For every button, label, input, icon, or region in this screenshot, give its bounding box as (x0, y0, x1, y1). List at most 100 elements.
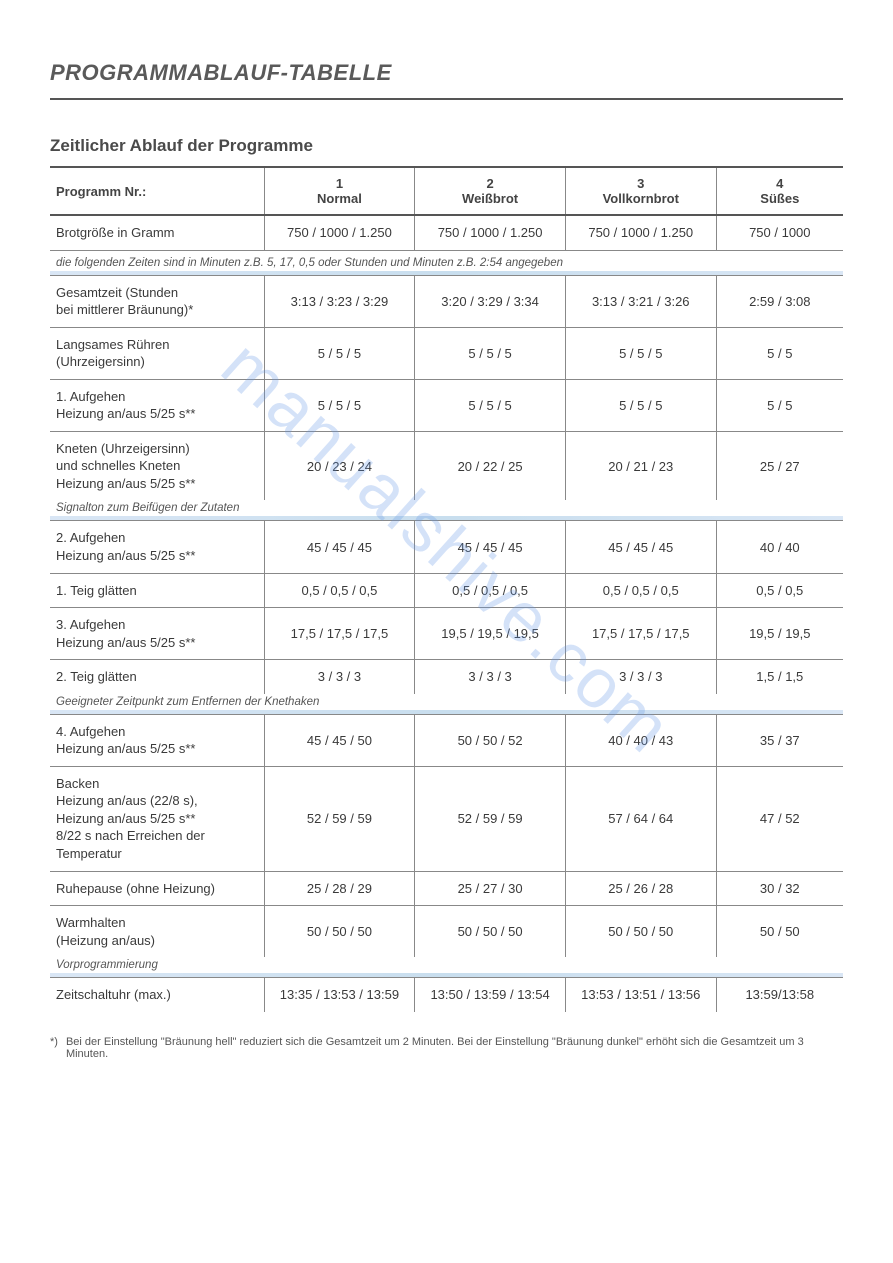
cell-value: 52 / 59 / 59 (415, 766, 566, 871)
cell-value: 30 / 32 (716, 871, 843, 906)
cell-value: 57 / 64 / 64 (565, 766, 716, 871)
blue-divider (50, 973, 843, 977)
cell-value: 13:35 / 13:53 / 13:59 (264, 978, 415, 1012)
program-num: 4 (723, 176, 837, 191)
program-name: Normal (271, 191, 409, 206)
footnote-text: Bei der Einstellung "Bräunung hell" redu… (66, 1036, 843, 1060)
cell-value: 50 / 50 / 50 (565, 906, 716, 958)
cell-value: 25 / 28 / 29 (264, 871, 415, 906)
program-num: 3 (572, 176, 710, 191)
row-label: 4. AufgehenHeizung an/aus 5/25 s** (50, 714, 264, 766)
cell-value: 45 / 45 / 50 (264, 714, 415, 766)
cell-value: 5 / 5 (716, 327, 843, 379)
page-title: PROGRAMMABLAUF-TABELLE (50, 60, 843, 86)
header-rowlabel: Programm Nr.: (50, 167, 264, 215)
cell-value: 5 / 5 / 5 (264, 327, 415, 379)
cell-value: 19,5 / 19,5 (716, 608, 843, 660)
note-row: Signalton zum Beifügen der Zutaten (50, 500, 843, 521)
cell-value: 3:20 / 3:29 / 3:34 (415, 275, 566, 327)
cell-value: 2:59 / 3:08 (716, 275, 843, 327)
cell-value: 0,5 / 0,5 / 0,5 (415, 573, 566, 608)
program-num: 1 (271, 176, 409, 191)
table-row: 4. AufgehenHeizung an/aus 5/25 s**45 / 4… (50, 714, 843, 766)
program-num: 2 (421, 176, 559, 191)
row-label: Brotgröße in Gramm (50, 215, 264, 250)
cell-value: 50 / 50 / 52 (415, 714, 566, 766)
header-col-4: 4 Süßes (716, 167, 843, 215)
row-label: 2. Teig glätten (50, 660, 264, 694)
cell-value: 50 / 50 (716, 906, 843, 958)
cell-value: 25 / 27 (716, 431, 843, 500)
cell-value: 5 / 5 / 5 (415, 327, 566, 379)
cell-value: 13:53 / 13:51 / 13:56 (565, 978, 716, 1012)
cell-value: 20 / 23 / 24 (264, 431, 415, 500)
cell-value: 25 / 27 / 30 (415, 871, 566, 906)
cell-value: 5 / 5 (716, 379, 843, 431)
cell-value: 52 / 59 / 59 (264, 766, 415, 871)
cell-value: 20 / 22 / 25 (415, 431, 566, 500)
table-row: 3. AufgehenHeizung an/aus 5/25 s**17,5 /… (50, 608, 843, 660)
table-row: 2. Teig glätten3 / 3 / 33 / 3 / 33 / 3 /… (50, 660, 843, 694)
header-col-3: 3 Vollkornbrot (565, 167, 716, 215)
row-label: Ruhepause (ohne Heizung) (50, 871, 264, 906)
cell-value: 1,5 / 1,5 (716, 660, 843, 694)
row-label: Warmhalten(Heizung an/aus) (50, 906, 264, 958)
note-row: Vorprogrammierung (50, 957, 843, 978)
cell-value: 3 / 3 / 3 (264, 660, 415, 694)
cell-value: 0,5 / 0,5 / 0,5 (264, 573, 415, 608)
program-table: Programm Nr.: 1 Normal 2 Weißbrot 3 Voll… (50, 166, 843, 1012)
cell-value: 19,5 / 19,5 / 19,5 (415, 608, 566, 660)
note-text: Geeigneter Zeitpunkt zum Entfernen der K… (50, 694, 843, 715)
cell-value: 3 / 3 / 3 (415, 660, 566, 694)
cell-value: 20 / 21 / 23 (565, 431, 716, 500)
cell-value: 3:13 / 3:23 / 3:29 (264, 275, 415, 327)
cell-value: 45 / 45 / 45 (565, 521, 716, 573)
cell-value: 45 / 45 / 45 (264, 521, 415, 573)
table-row: 1. Teig glätten0,5 / 0,5 / 0,50,5 / 0,5 … (50, 573, 843, 608)
cell-value: 750 / 1000 / 1.250 (565, 215, 716, 250)
cell-value: 750 / 1000 / 1.250 (415, 215, 566, 250)
table-row: Kneten (Uhrzeigersinn)und schnelles Knet… (50, 431, 843, 500)
cell-value: 17,5 / 17,5 / 17,5 (264, 608, 415, 660)
table-body: Brotgröße in Gramm750 / 1000 / 1.250750 … (50, 215, 843, 1012)
blue-divider (50, 516, 843, 520)
row-label: 2. AufgehenHeizung an/aus 5/25 s** (50, 521, 264, 573)
note-row: Geeigneter Zeitpunkt zum Entfernen der K… (50, 694, 843, 715)
table-row: Brotgröße in Gramm750 / 1000 / 1.250750 … (50, 215, 843, 250)
table-row: Langsames Rühren(Uhrzeigersinn)5 / 5 / 5… (50, 327, 843, 379)
table-row: 1. AufgehenHeizung an/aus 5/25 s**5 / 5 … (50, 379, 843, 431)
cell-value: 13:59/13:58 (716, 978, 843, 1012)
cell-value: 5 / 5 / 5 (565, 327, 716, 379)
row-label: Langsames Rühren(Uhrzeigersinn) (50, 327, 264, 379)
cell-value: 13:50 / 13:59 / 13:54 (415, 978, 566, 1012)
note-row: die folgenden Zeiten sind in Minuten z.B… (50, 250, 843, 275)
cell-value: 750 / 1000 / 1.250 (264, 215, 415, 250)
blue-divider (50, 271, 843, 275)
cell-value: 47 / 52 (716, 766, 843, 871)
table-row: Ruhepause (ohne Heizung)25 / 28 / 2925 /… (50, 871, 843, 906)
row-label: BackenHeizung an/aus (22/8 s),Heizung an… (50, 766, 264, 871)
row-label: Gesamtzeit (Stundenbei mittlerer Bräunun… (50, 275, 264, 327)
cell-value: 45 / 45 / 45 (415, 521, 566, 573)
row-label: Zeitschaltuhr (max.) (50, 978, 264, 1012)
note-text: die folgenden Zeiten sind in Minuten z.B… (50, 250, 843, 275)
cell-value: 0,5 / 0,5 (716, 573, 843, 608)
cell-value: 3 / 3 / 3 (565, 660, 716, 694)
header-col-2: 2 Weißbrot (415, 167, 566, 215)
subtitle: Zeitlicher Ablauf der Programme (50, 136, 843, 156)
cell-value: 5 / 5 / 5 (565, 379, 716, 431)
cell-value: 35 / 37 (716, 714, 843, 766)
cell-value: 0,5 / 0,5 / 0,5 (565, 573, 716, 608)
note-text: Vorprogrammierung (50, 957, 843, 978)
program-name: Weißbrot (421, 191, 559, 206)
title-rule (50, 98, 843, 100)
cell-value: 50 / 50 / 50 (415, 906, 566, 958)
table-row: Gesamtzeit (Stundenbei mittlerer Bräunun… (50, 275, 843, 327)
cell-value: 25 / 26 / 28 (565, 871, 716, 906)
cell-value: 17,5 / 17,5 / 17,5 (565, 608, 716, 660)
row-label: 3. AufgehenHeizung an/aus 5/25 s** (50, 608, 264, 660)
row-label: Kneten (Uhrzeigersinn)und schnelles Knet… (50, 431, 264, 500)
cell-value: 5 / 5 / 5 (415, 379, 566, 431)
footnote-marker: *) (50, 1036, 58, 1060)
blue-divider (50, 710, 843, 714)
